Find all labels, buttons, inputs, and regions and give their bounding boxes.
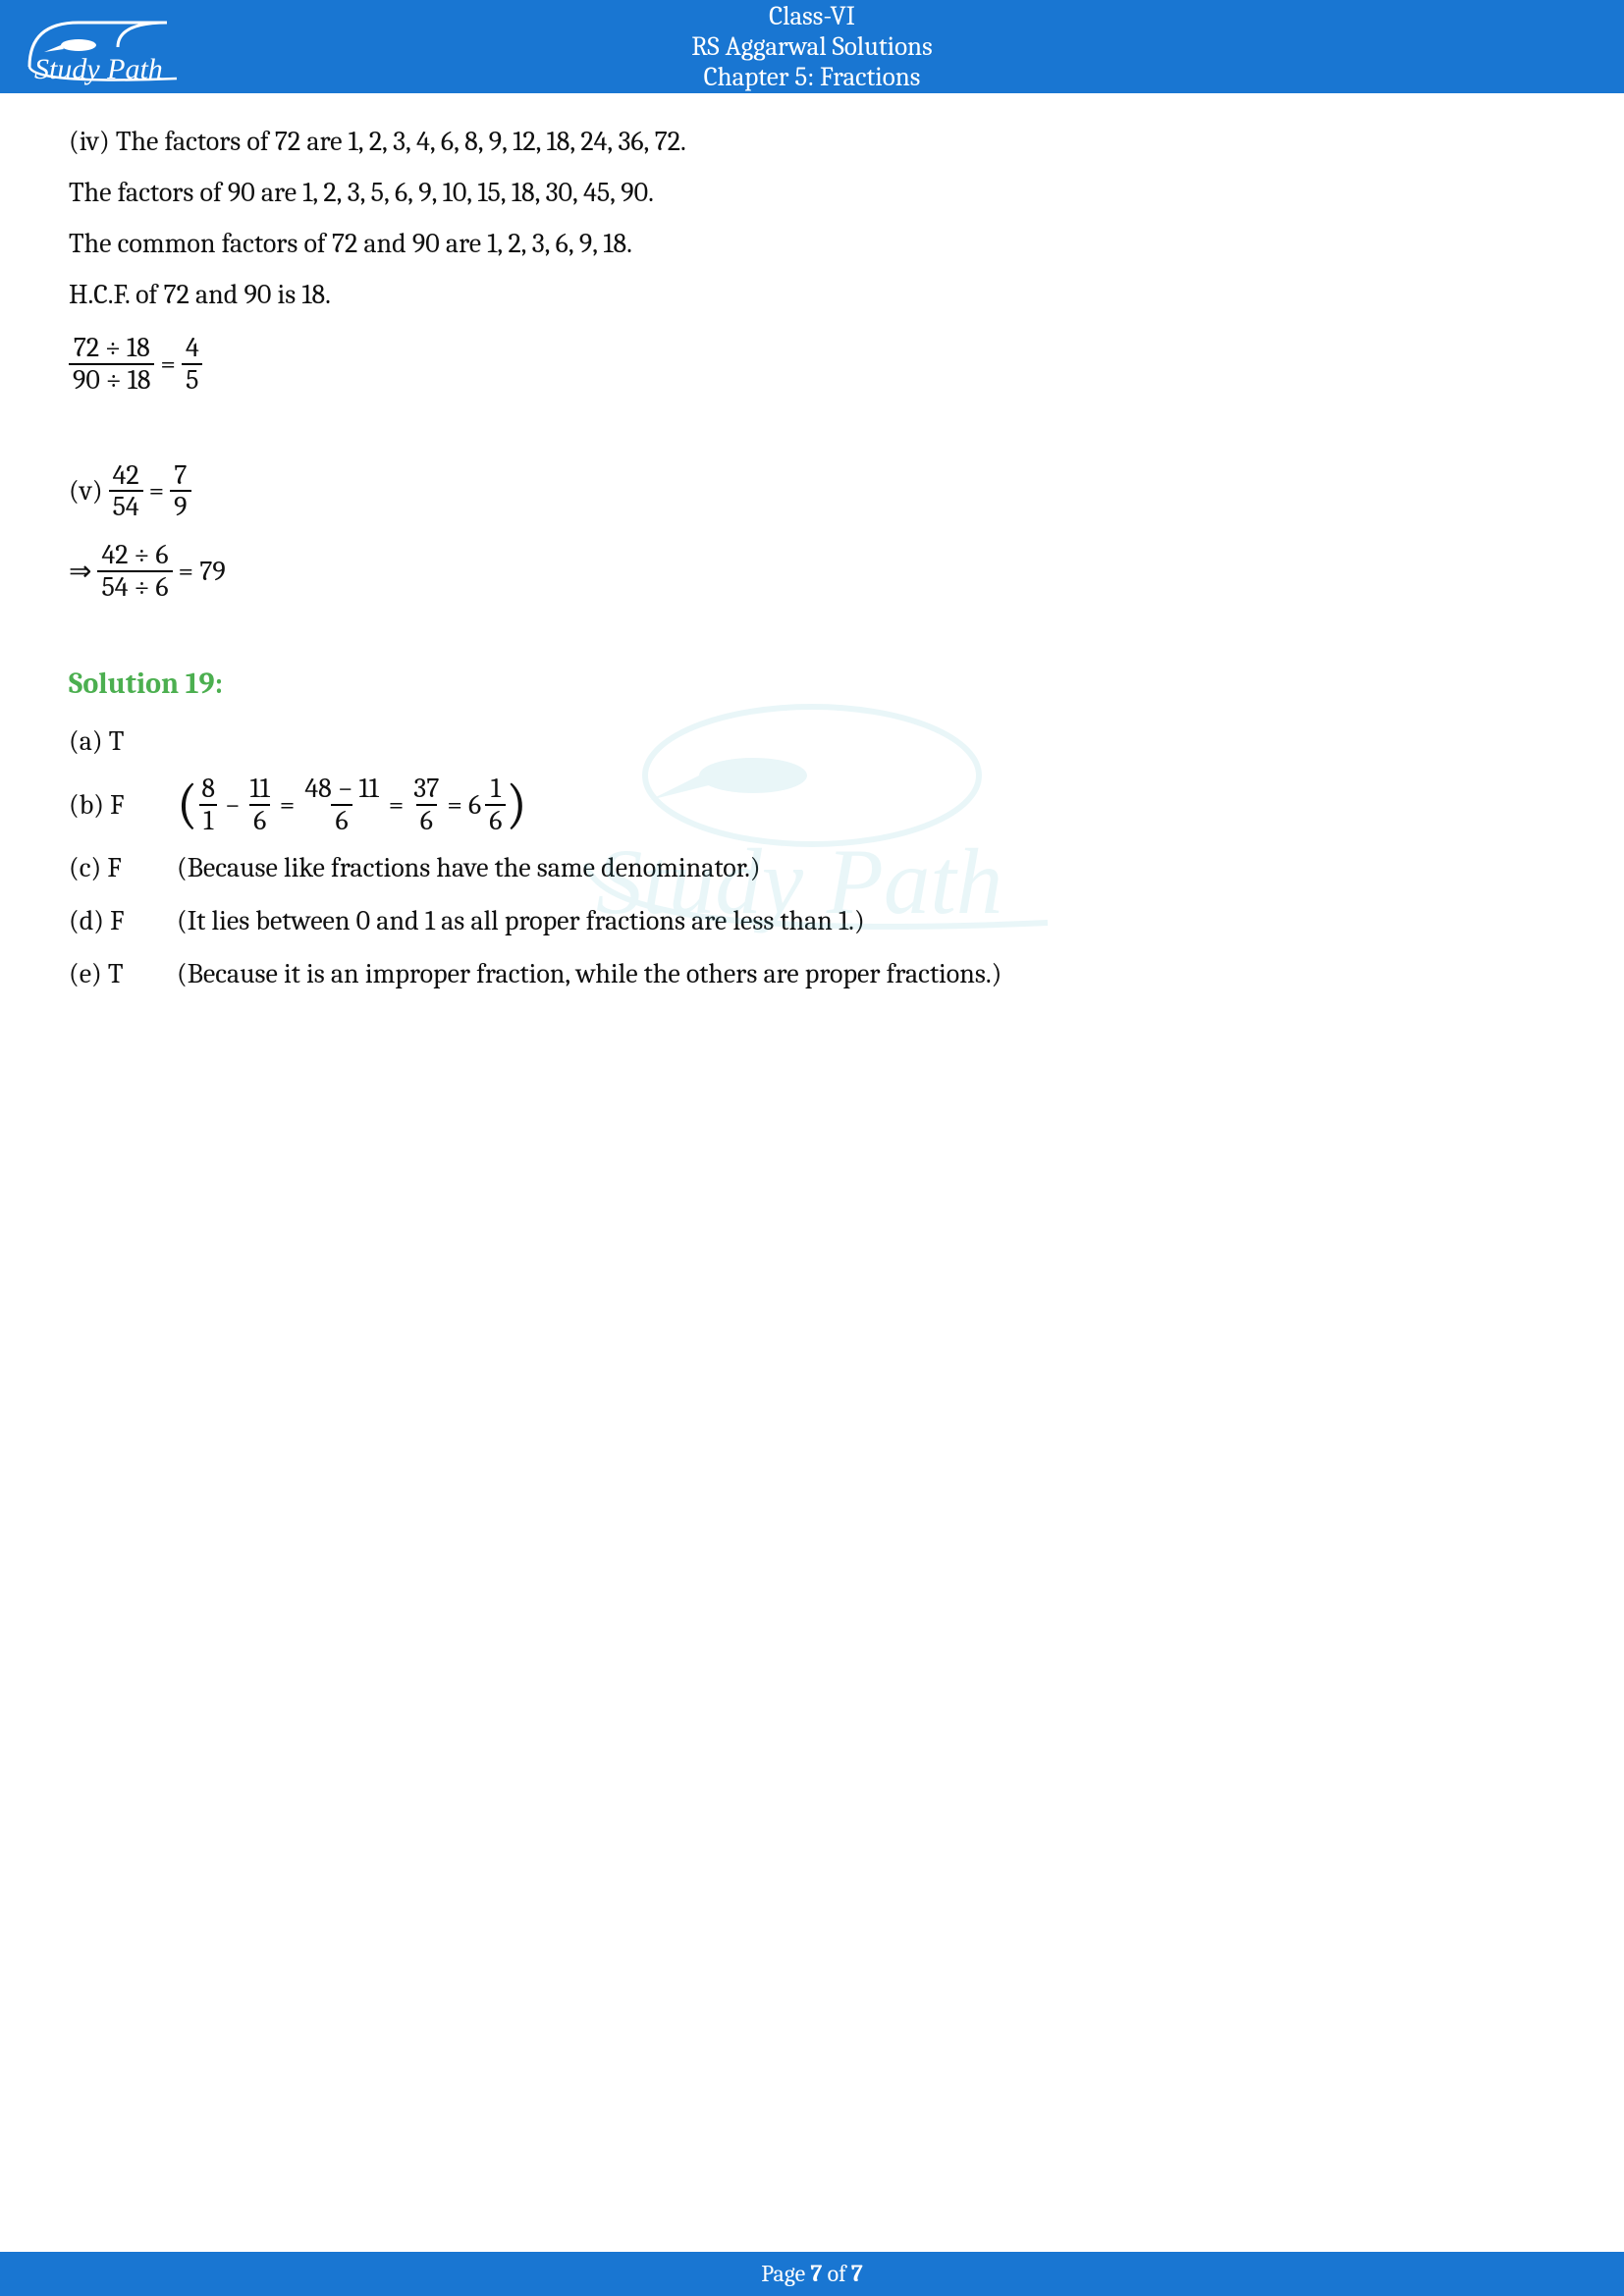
v-frac2: 7 9 xyxy=(170,460,190,523)
v-eq2: = 79 xyxy=(179,551,226,592)
header-line-2: RS Aggarwal Solutions xyxy=(0,31,1624,62)
sol19-b-label: (b) F xyxy=(69,784,147,826)
main-content: (iv) The factors of 72 are 1, 2, 3, 4, 6… xyxy=(0,93,1624,994)
b-f4-num: 37 xyxy=(409,774,443,804)
paren-close: ) xyxy=(506,788,526,822)
header-line-1: Class-VI xyxy=(0,1,1624,31)
iv-frac-left-num: 72 ÷ 18 xyxy=(70,333,154,363)
b-f2: 11 6 xyxy=(246,774,274,836)
v-frac3: 42 ÷ 6 54 ÷ 6 xyxy=(97,540,172,603)
b-eq2: = xyxy=(383,784,410,826)
sol19-d-note: (It lies between 0 and 1 as all proper f… xyxy=(177,900,865,941)
footer-prefix: Page xyxy=(761,2260,810,2287)
sol19-c-label: (c) F xyxy=(69,847,147,888)
page-footer: Page 7 of 7 xyxy=(0,2252,1624,2296)
iv-fraction-equation: 72 ÷ 18 90 ÷ 18 = 4 5 xyxy=(69,333,1555,396)
header-line-3: Chapter 5: Fractions xyxy=(0,62,1624,92)
v-frac3-den: 54 ÷ 6 xyxy=(97,570,172,603)
v-frac1-num: 42 xyxy=(109,460,143,491)
sol19-c-note: (Because like fractions have the same de… xyxy=(177,847,761,888)
page-header: Study Path Class-VI RS Aggarwal Solution… xyxy=(0,0,1624,93)
b-f1-num: 8 xyxy=(197,774,219,804)
b-f5: 1 6 xyxy=(485,774,506,836)
v-frac2-num: 7 xyxy=(170,460,190,491)
v-label: (v) xyxy=(69,470,103,511)
iv-frac-right-num: 4 xyxy=(182,333,203,363)
b-f3-den: 6 xyxy=(331,804,352,836)
v-line2: ⇒ 42 ÷ 6 54 ÷ 6 = 79 xyxy=(69,540,1555,603)
iv-line1: (iv) The factors of 72 are 1, 2, 3, 4, 6… xyxy=(69,121,1555,162)
sol19-b: (b) F ( 8 1 − 11 6 = 48 − 11 6 = 37 6 = … xyxy=(69,774,1555,836)
iv-line4: H.C.F. of 72 and 90 is 18. xyxy=(69,274,1555,315)
solution-19-title: Solution 19: xyxy=(69,662,1555,706)
sol19-e: (e) T (Because it is an improper fractio… xyxy=(69,953,1555,994)
v-arrow: ⇒ xyxy=(69,551,91,592)
header-text-block: Class-VI RS Aggarwal Solutions Chapter 5… xyxy=(0,1,1624,92)
v-frac1: 42 54 xyxy=(109,460,143,523)
v-eq1: = xyxy=(149,470,165,511)
sol19-d-label: (d) F xyxy=(69,900,147,941)
b-f4: 37 6 xyxy=(409,774,443,836)
paren-open: ( xyxy=(177,788,197,822)
b-f1-den: 1 xyxy=(199,804,217,836)
v-line1: (v) 42 54 = 7 9 xyxy=(69,460,1555,523)
sol19-a: (a) T xyxy=(69,721,1555,762)
b-eq1: = xyxy=(274,784,301,826)
sol19-a-label: (a) T xyxy=(69,721,147,762)
b-f5-den: 6 xyxy=(485,804,506,836)
logo-svg: Study Path xyxy=(20,8,196,86)
iv-frac-left-den: 90 ÷ 18 xyxy=(69,363,154,396)
logo: Study Path xyxy=(20,8,196,86)
iv-frac-right-den: 5 xyxy=(182,363,202,396)
v-frac3-num: 42 ÷ 6 xyxy=(98,540,173,570)
iv-line3: The common factors of 72 and 90 are 1, 2… xyxy=(69,223,1555,264)
b-eq3: = 6 xyxy=(443,784,485,826)
iv-frac-right: 4 5 xyxy=(182,333,203,396)
b-f3: 48 − 11 6 xyxy=(300,774,382,836)
b-minus: − xyxy=(219,784,246,826)
sol19-e-note: (Because it is an improper fraction, whi… xyxy=(177,953,1001,994)
iv-eq: = xyxy=(160,344,176,385)
iv-line2: The factors of 90 are 1, 2, 3, 5, 6, 9, … xyxy=(69,172,1555,213)
footer-middle: of xyxy=(822,2260,851,2287)
b-f4-den: 6 xyxy=(416,804,437,836)
b-f1: 8 1 xyxy=(197,774,219,836)
b-f2-den: 6 xyxy=(249,804,270,836)
b-f5-num: 1 xyxy=(487,774,505,804)
v-frac2-den: 9 xyxy=(170,490,190,522)
sol19-b-expression: ( 8 1 − 11 6 = 48 − 11 6 = 37 6 = 6 1 xyxy=(177,774,527,836)
v-frac1-den: 54 xyxy=(109,490,143,522)
sol19-e-label: (e) T xyxy=(69,953,147,994)
iv-frac-left: 72 ÷ 18 90 ÷ 18 xyxy=(69,333,154,396)
footer-total: 7 xyxy=(851,2260,863,2287)
b-f2-num: 11 xyxy=(246,774,274,804)
sol19-d: (d) F (It lies between 0 and 1 as all pr… xyxy=(69,900,1555,941)
b-f3-num: 48 − 11 xyxy=(300,774,382,804)
sol19-c: (c) F (Because like fractions have the s… xyxy=(69,847,1555,888)
footer-current: 7 xyxy=(810,2260,822,2287)
